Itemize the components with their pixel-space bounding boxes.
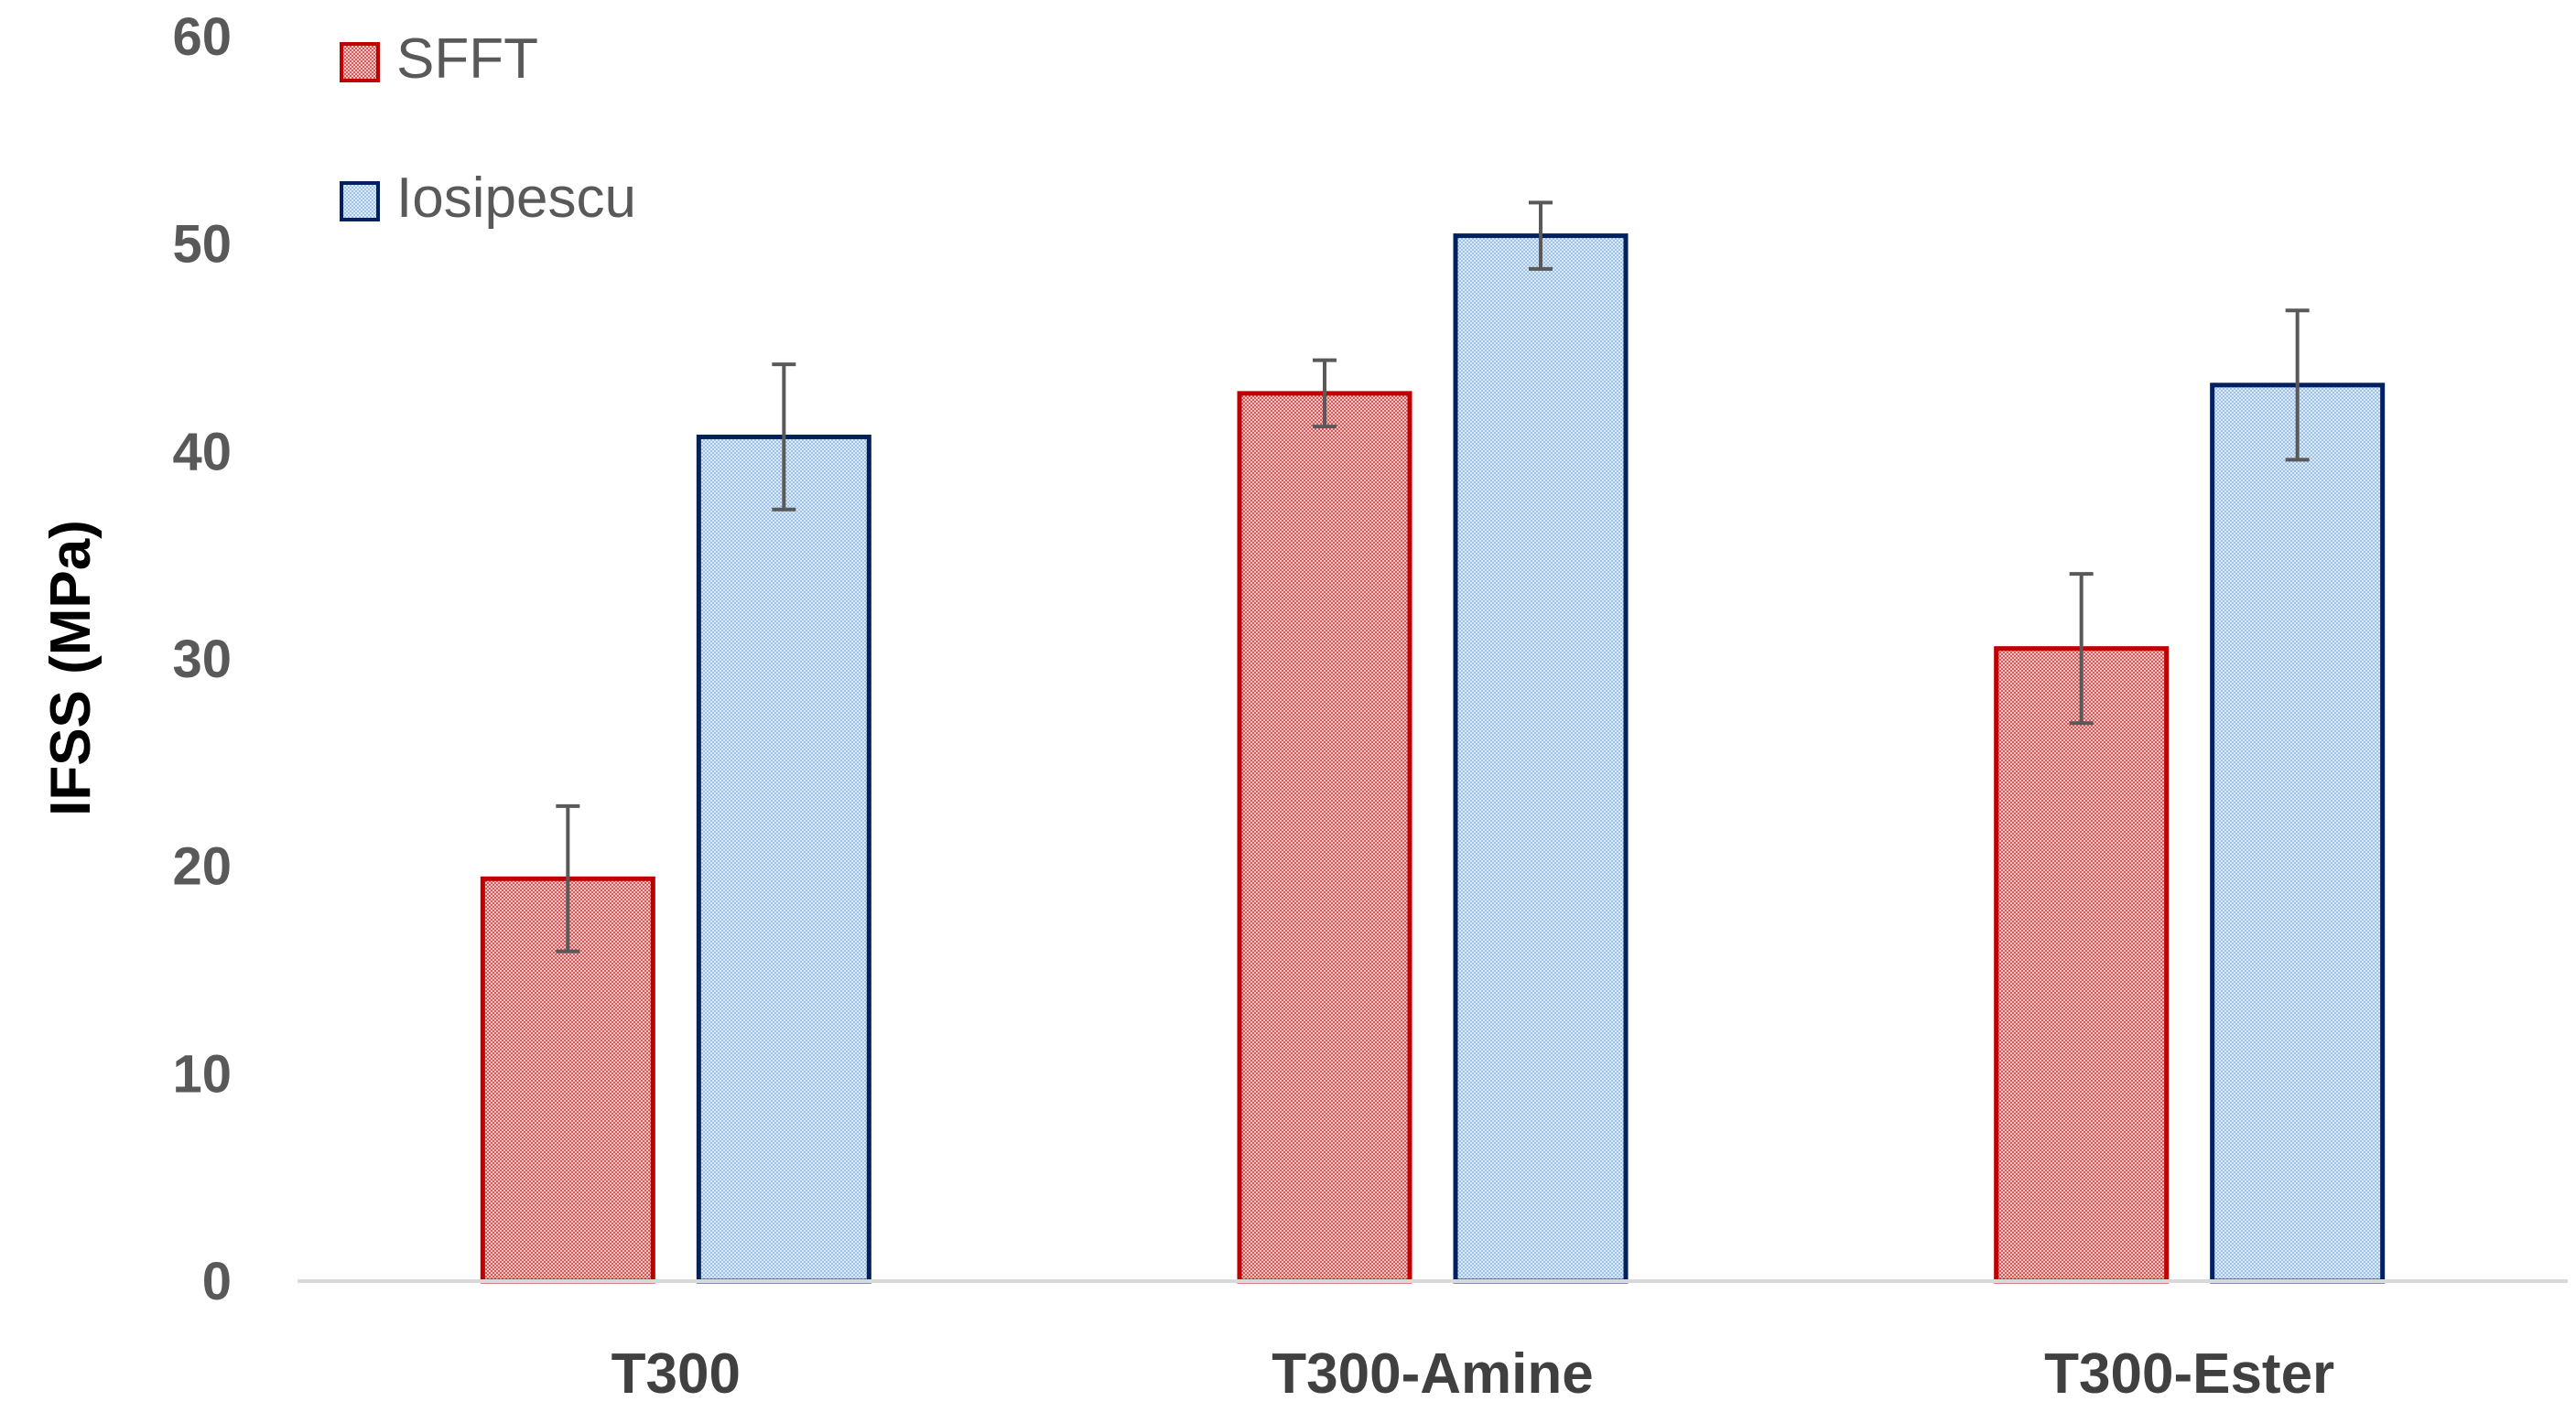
legend-item-sfft: SFFT	[340, 27, 538, 91]
y-tick-label: 0	[202, 1252, 232, 1311]
x-category-label: T300-Amine	[1272, 1342, 1593, 1406]
x-category-label: T300-Ester	[2044, 1342, 2334, 1406]
y-tick-label: 20	[172, 837, 232, 897]
error-bar	[2285, 308, 2310, 462]
y-axis-title: IFSS (MPa)	[39, 520, 103, 816]
y-axis-ticks: 0 10 20 30 40 50 60	[172, 7, 232, 1311]
error-bar	[1529, 200, 1553, 271]
error-bar	[556, 803, 580, 954]
legend-swatch	[340, 181, 380, 221]
y-tick-label: 40	[172, 422, 232, 481]
y-tick-label: 50	[172, 215, 232, 275]
bar-iosipescu-t300-amine	[1453, 233, 1629, 1284]
bars	[480, 233, 2386, 1284]
bar-sfft-t300-amine	[1237, 391, 1412, 1284]
x-category-label: T300	[612, 1342, 741, 1406]
error-bar	[772, 362, 796, 512]
bar-iosipescu-t300-ester	[2210, 383, 2386, 1284]
legend-label: Iosipescu	[396, 167, 636, 230]
x-axis-labels: T300 T300-Amine T300-Ester	[612, 1342, 2335, 1406]
legend-label: SFFT	[396, 27, 538, 91]
legend-swatch	[340, 42, 380, 82]
y-tick-label: 30	[172, 630, 232, 689]
legend-item-iosipescu: Iosipescu	[340, 167, 636, 230]
bar-sfft-t300-ester	[1994, 646, 2170, 1284]
bar-iosipescu-t300	[696, 434, 871, 1284]
error-bar	[2069, 572, 2094, 726]
error-bar	[1313, 358, 1337, 429]
y-tick-label: 60	[172, 7, 232, 67]
y-tick-label: 10	[172, 1044, 232, 1104]
legend: SFFT Iosipescu	[340, 27, 636, 230]
error-bars	[556, 200, 2310, 954]
